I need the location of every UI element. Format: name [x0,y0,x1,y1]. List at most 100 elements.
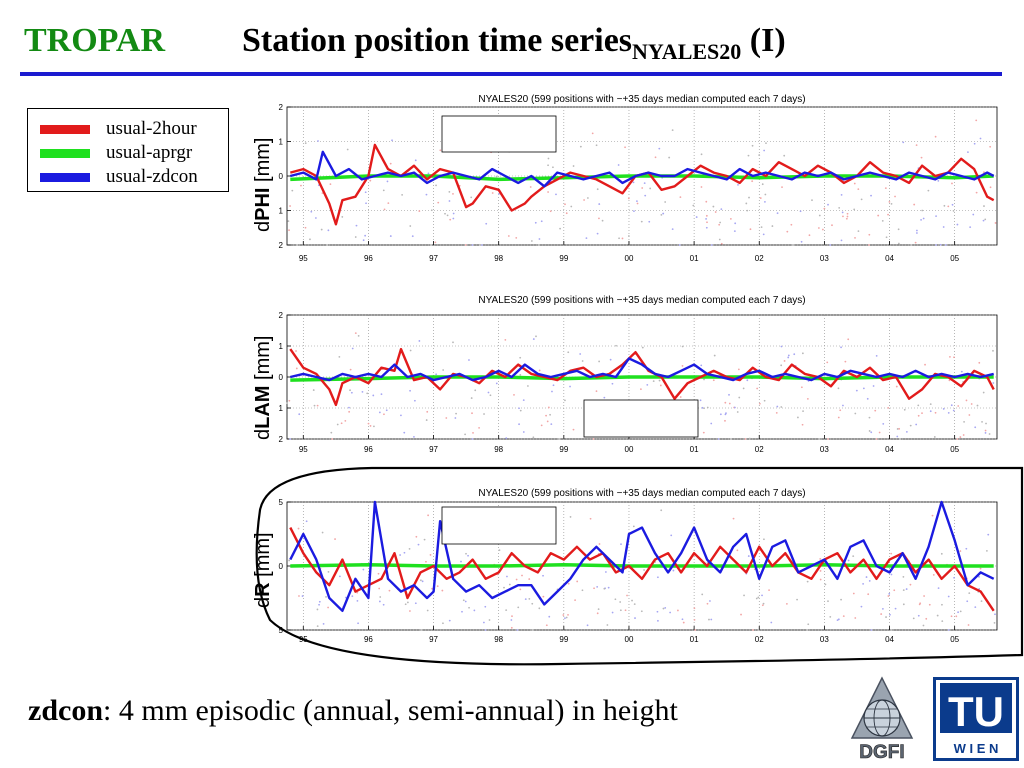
raw-point [994,613,996,616]
raw-point [738,396,741,399]
raw-point [780,364,783,367]
raw-point [615,344,617,347]
raw-point [471,438,474,440]
raw-point [354,236,357,238]
raw-point [649,187,652,190]
wien-text: W I E N [954,741,999,756]
raw-point [558,438,561,440]
legend-swatch-red [40,124,90,134]
raw-point [989,145,992,148]
raw-point [713,354,716,357]
raw-point [994,222,997,224]
raw-point [921,412,923,415]
raw-point [386,180,389,183]
raw-point [956,223,959,226]
raw-point [369,179,372,182]
raw-point [355,224,358,227]
raw-point [574,599,576,601]
raw-point [478,426,480,429]
raw-point [562,614,565,616]
raw-point [763,149,766,152]
raw-point [960,370,963,373]
raw-point [912,617,915,620]
raw-point [840,598,842,601]
raw-point [706,221,708,224]
raw-point [887,407,890,409]
raw-point [524,598,527,600]
raw-point [431,587,433,590]
raw-point [857,188,860,191]
x-tick-label: 02 [755,254,764,263]
raw-point [581,589,584,592]
raw-point [446,214,449,217]
raw-point [552,384,555,387]
raw-point [491,192,494,194]
raw-point [695,216,698,218]
raw-point [759,197,762,199]
raw-point [862,387,865,390]
legend-label: usual-zdcon [106,166,198,187]
raw-point [377,572,380,575]
raw-point [598,543,601,545]
raw-point [756,387,759,390]
raw-point [705,226,708,229]
raw-point [988,433,991,435]
raw-point [624,146,626,149]
raw-point [868,244,870,246]
raw-point [800,240,803,243]
raw-point [357,622,359,625]
raw-point [465,552,467,555]
raw-point [785,602,788,605]
raw-point [746,209,749,212]
raw-point [776,405,779,408]
raw-point [728,393,730,396]
raw-point [955,615,958,618]
raw-point [950,404,953,407]
raw-point [929,410,932,413]
raw-point [817,227,820,229]
raw-point [837,416,840,419]
series-line-usual-zdcon [289,150,995,188]
raw-point [327,571,330,573]
raw-point [748,437,751,440]
raw-point [748,196,750,199]
raw-point [331,438,334,440]
raw-point [730,438,732,440]
x-tick-label: 01 [690,635,699,644]
raw-point [404,603,407,606]
raw-point [941,620,944,622]
x-tick-label: 97 [429,445,438,454]
raw-point [379,596,382,598]
raw-point [929,403,932,406]
raw-point [846,215,849,218]
x-tick-label: 97 [429,635,438,644]
raw-point [935,244,937,246]
raw-point [334,538,336,540]
raw-point [942,226,945,228]
raw-point [751,144,754,147]
raw-point [950,615,953,618]
raw-point [909,424,912,427]
raw-point [706,406,709,409]
raw-point [572,428,575,431]
raw-point [515,578,518,581]
raw-point [720,208,723,211]
raw-point [295,367,298,370]
raw-point [922,624,925,627]
raw-point [764,200,766,203]
raw-point [824,583,827,586]
raw-point [567,582,570,585]
caption: zdcon: 4 mm episodic (annual, semi-annua… [28,694,678,728]
raw-point [761,604,764,607]
raw-point [636,202,639,205]
y-tick-label: 1 [279,138,284,147]
raw-point [677,609,679,612]
legend-item-usual-zdcon: usual-zdcon [40,166,198,188]
raw-point [897,228,900,231]
raw-point [701,593,704,596]
raw-point [373,425,375,428]
raw-point [425,560,427,563]
legend-label: usual-2hour [106,118,197,139]
raw-point [705,200,708,203]
raw-point [757,596,760,599]
